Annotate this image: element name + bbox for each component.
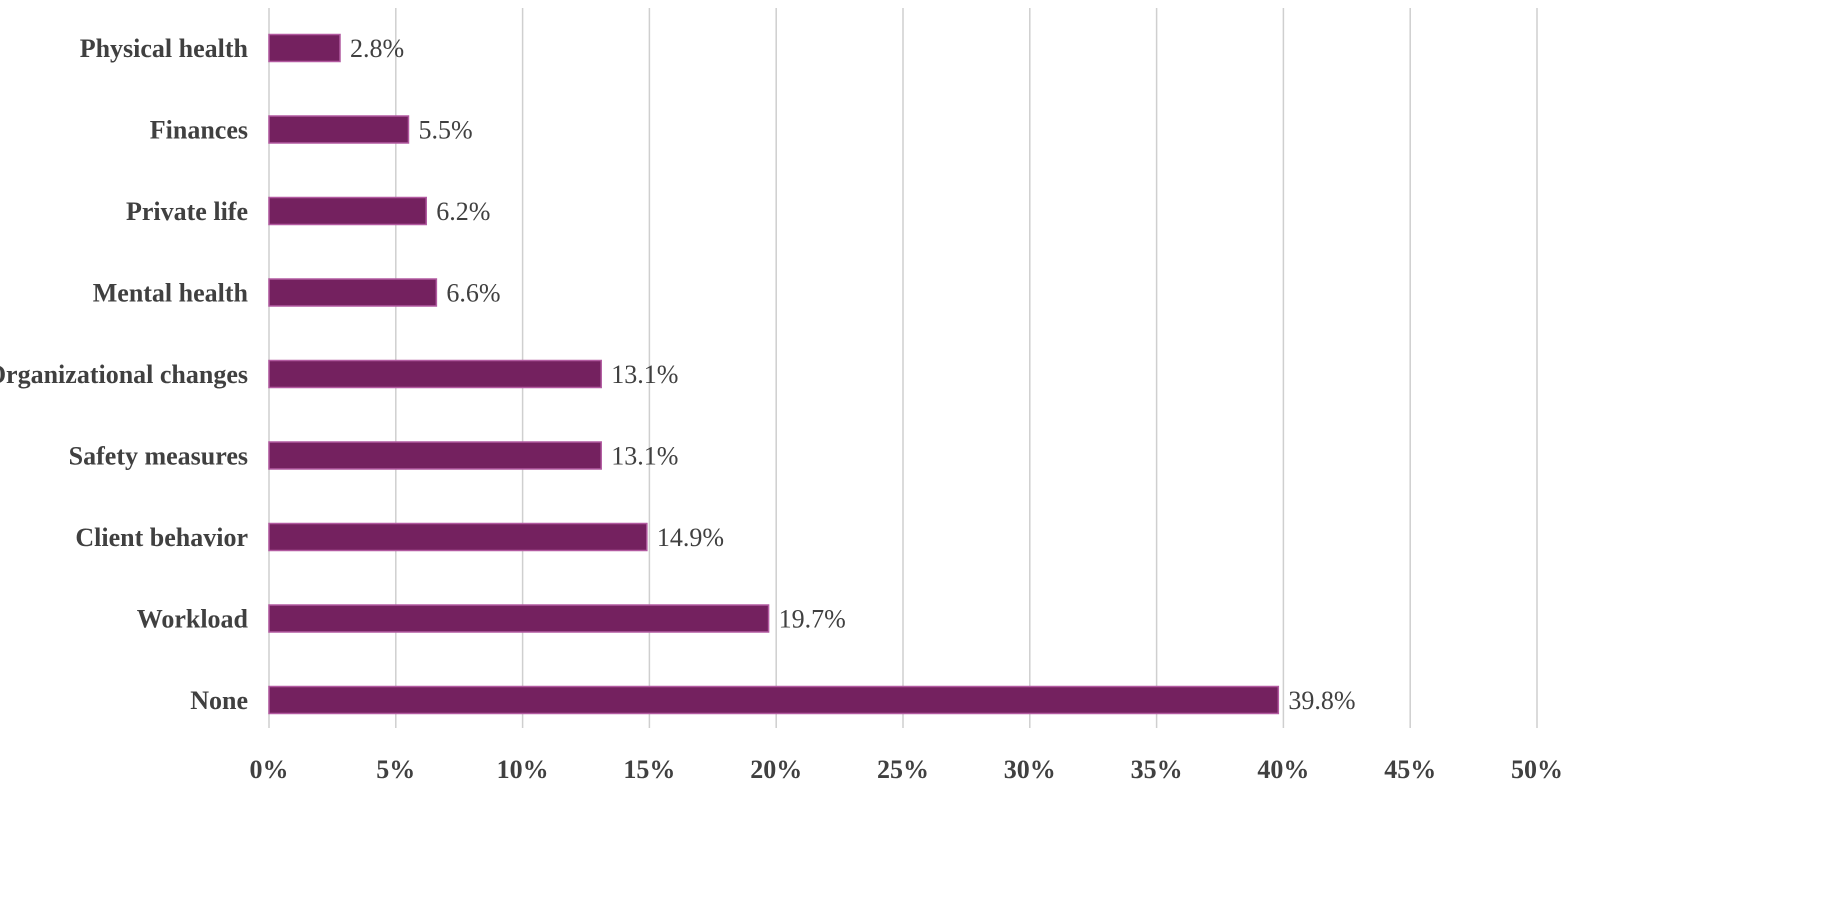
x-axis-tick-labels: 0% 5% 10% 15% 20% 25% 30% 35% 40% 45% 50% <box>250 755 1564 784</box>
bar <box>268 196 427 226</box>
data-label: 5.5% <box>418 116 472 145</box>
category-label: Safety measures <box>69 442 248 471</box>
bar <box>268 441 602 470</box>
data-label: 14.9% <box>657 523 724 552</box>
category-label: Finances <box>150 116 248 145</box>
bar <box>268 359 602 389</box>
x-tick-label: 30% <box>1004 755 1056 784</box>
bar <box>268 604 770 633</box>
category-label: Client behavior <box>75 523 248 552</box>
x-tick-label: 20% <box>750 755 802 784</box>
x-tick-label: 25% <box>877 755 929 784</box>
x-tick-label: 15% <box>623 755 675 784</box>
bar <box>268 115 410 144</box>
data-label: 2.8% <box>350 34 404 63</box>
x-tick-label: 40% <box>1257 755 1309 784</box>
data-label: 6.6% <box>446 279 500 308</box>
bar <box>268 278 438 307</box>
data-labels: 2.8% 5.5% 6.2% 6.6% 13.1% 13.1% 14.9% 19.7% 39.8… <box>350 34 1355 715</box>
category-label: Organizational changes <box>0 360 248 389</box>
category-labels: Physical health Finances Private life Menta… <box>0 34 249 715</box>
x-tick-label: 50% <box>1511 755 1563 784</box>
data-label: 6.2% <box>436 197 490 226</box>
category-label: Workload <box>137 605 249 634</box>
bars <box>268 33 1280 715</box>
data-label: 39.8% <box>1288 686 1355 715</box>
data-label: 19.7% <box>779 605 846 634</box>
bar <box>268 33 341 63</box>
bar <box>268 522 648 552</box>
x-tick-label: 5% <box>376 755 415 784</box>
x-tick-label: 10% <box>497 755 549 784</box>
category-label: Private life <box>126 197 248 226</box>
x-tick-label: 45% <box>1384 755 1436 784</box>
category-label: None <box>190 686 248 715</box>
data-label: 13.1% <box>611 442 678 471</box>
x-tick-label: 0% <box>250 755 289 784</box>
category-label: Mental health <box>93 279 249 308</box>
bar <box>268 685 1280 715</box>
x-tick-label: 35% <box>1131 755 1183 784</box>
category-label: Physical health <box>80 34 249 63</box>
data-label: 13.1% <box>611 360 678 389</box>
